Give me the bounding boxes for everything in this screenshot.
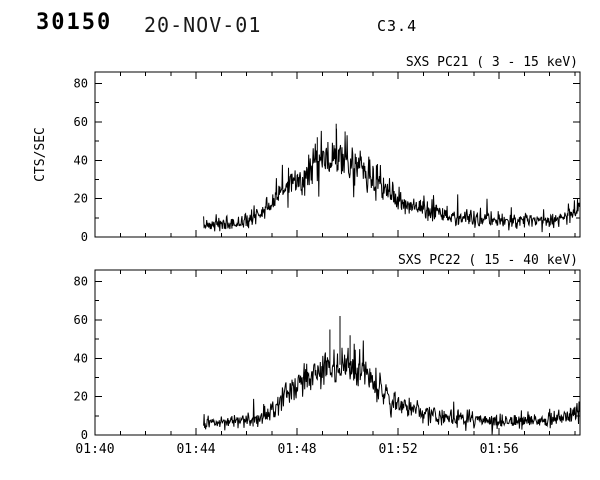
- y-tick-label: 60: [74, 115, 88, 129]
- y-tick-label: 40: [74, 351, 88, 365]
- panel-title: SXS PC21 ( 3 - 15 keV): [406, 55, 578, 70]
- x-tick-label: 01:52: [379, 442, 418, 457]
- panel-title: SXS PC22 ( 15 - 40 keV): [398, 253, 578, 268]
- plot-frame: [94, 269, 581, 436]
- plot-frame: [94, 71, 581, 238]
- series-path-SXS-PC22: [203, 316, 581, 435]
- y-tick-label: 0: [81, 428, 88, 442]
- event-number: 30150: [36, 10, 113, 35]
- y-tick-label: 20: [74, 192, 88, 206]
- x-tick-label: 01:40: [75, 442, 114, 457]
- x-tick-label: 01:56: [480, 442, 519, 457]
- y-tick-label: 60: [74, 313, 88, 327]
- event-date: 20-NOV-01: [144, 13, 262, 37]
- y-tick-label: 0: [81, 230, 88, 244]
- series-path-SXS-PC21: [203, 123, 581, 233]
- y-tick-label: 20: [74, 390, 88, 404]
- y-tick-label: 80: [74, 77, 88, 91]
- x-tick-label: 01:44: [176, 442, 215, 457]
- y-tick-label: 40: [74, 153, 88, 167]
- x-tick-label: 01:48: [278, 442, 317, 457]
- y-axis-label: CTS/SEC: [33, 127, 48, 182]
- panel-SXS-PC21: 0 20 40 60 80 CTS/SEC SXS PC21 ( 3 - 15 keV): [33, 55, 581, 244]
- panel-SXS-PC22: 0 20 40 60 80 01:40 01:44 01:48 01:52 01:56 SXS PC…: [74, 253, 581, 457]
- y-tick-label: 80: [74, 275, 88, 289]
- flare-class: C3.4: [377, 17, 418, 35]
